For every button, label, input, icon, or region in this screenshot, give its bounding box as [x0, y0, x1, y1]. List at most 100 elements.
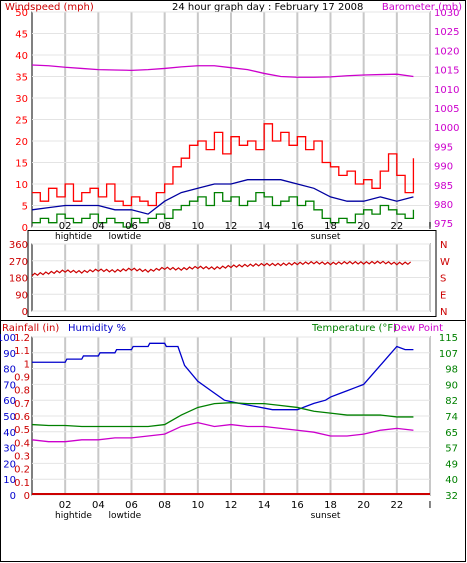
- humidity-tick-90: 90: [3, 349, 16, 360]
- p3-x-tick-08: 08: [158, 500, 171, 511]
- compass-label-0: N: [440, 240, 447, 251]
- humidity-tick-80: 80: [3, 365, 16, 376]
- p3-event-hightide: hightide: [55, 511, 92, 521]
- graph-title: 24 hour graph day : February 17 2008: [172, 2, 363, 13]
- p3-x-tick-I: I: [429, 500, 432, 511]
- rain-tick-0.9: 0.9: [14, 373, 30, 384]
- windspeed-axis-title: Windspeed (mph): [5, 2, 94, 13]
- wind-tick-5: 5: [22, 202, 28, 213]
- chart-layer: 0510152025303540455097598098599099510001…: [0, 8, 466, 521]
- humidity-axis-title: Humidity %: [68, 323, 126, 334]
- temp-tick-32: 32: [445, 491, 458, 502]
- p3-x-tick-16: 16: [291, 500, 304, 511]
- humidity-tick-70: 70: [3, 380, 16, 391]
- rain-tick-0.3: 0.3: [14, 452, 30, 463]
- humidity-tick-100: 100: [0, 333, 16, 344]
- compass-label-4: N: [440, 307, 447, 318]
- dir-tick-180: 180: [9, 274, 28, 285]
- humidity-tick-40: 40: [3, 428, 16, 439]
- baro-tick-1030: 1030: [434, 8, 459, 19]
- barometer-series-line: [31, 64, 414, 78]
- p1-x-tick-14: 14: [258, 221, 271, 232]
- temp-tick-57: 57: [445, 444, 458, 455]
- baro-tick-980: 980: [434, 200, 453, 211]
- baro-tick-1015: 1015: [434, 66, 459, 77]
- dir-tick-90: 90: [15, 290, 28, 301]
- wind-tick-50: 50: [15, 8, 28, 19]
- direction-panel-frame: [27, 230, 437, 317]
- temp-tick-98: 98: [445, 365, 458, 376]
- wind-tick-15: 15: [15, 159, 28, 170]
- p3-x-tick-14: 14: [258, 500, 271, 511]
- temp-tick-107: 107: [439, 349, 458, 360]
- rain-tick-0.6: 0.6: [14, 412, 30, 423]
- p1-x-tick-08: 08: [158, 221, 171, 232]
- rain-tick-1.1: 1.1: [14, 346, 30, 357]
- baro-tick-1020: 1020: [434, 46, 459, 57]
- dewpoint-axis-title: Dew Point: [393, 323, 443, 334]
- dir-tick-0: 0: [22, 307, 28, 318]
- p3-event-sunset: sunset: [311, 511, 341, 521]
- compass-label-3: E: [440, 290, 446, 301]
- low_wind-series-line: [32, 191, 415, 228]
- rain-tick-0.8: 0.8: [14, 386, 30, 397]
- p1-x-tick-22: 22: [390, 221, 403, 232]
- p1-x-tick-06: 06: [125, 221, 138, 232]
- p1-event-lowtide: lowtide: [109, 232, 142, 242]
- rain-tick-0.4: 0.4: [14, 438, 30, 449]
- p1-x-tick-20: 20: [357, 221, 370, 232]
- dir-tick-270: 270: [9, 257, 28, 268]
- temp-tick-65: 65: [445, 428, 458, 439]
- barometer-axis-title: Barometer (mb): [382, 2, 462, 13]
- wind-tick-45: 45: [15, 30, 28, 41]
- humidity-tick-30: 30: [3, 444, 16, 455]
- p1-x-tick-18: 18: [324, 221, 337, 232]
- humidity-tick-20: 20: [3, 459, 16, 470]
- compass-label-1: W: [440, 257, 450, 268]
- p3-x-tick-10: 10: [191, 500, 204, 511]
- baro-tick-990: 990: [434, 162, 453, 173]
- avg_wind-series-line: [31, 179, 414, 215]
- p3-event-lowtide: lowtide: [109, 511, 142, 521]
- humidity-tick-50: 50: [3, 412, 16, 423]
- direction-series-line: [31, 260, 412, 277]
- temp-tick-82: 82: [445, 396, 458, 407]
- temp-tick-74: 74: [445, 412, 458, 423]
- baro-tick-1005: 1005: [434, 104, 459, 115]
- p3-x-tick-04: 04: [92, 500, 105, 511]
- rain-tick-0.1: 0.1: [14, 478, 30, 489]
- p3-x-tick-12: 12: [225, 500, 238, 511]
- humidity-tick-60: 60: [3, 396, 16, 407]
- wind-tick-30: 30: [15, 94, 28, 105]
- temperature-series-line: [31, 402, 414, 428]
- baro-tick-1000: 1000: [434, 123, 459, 134]
- p3-x-tick-22: 22: [390, 500, 403, 511]
- baro-tick-1025: 1025: [434, 27, 459, 38]
- temp-tick-49: 49: [445, 459, 458, 470]
- rain-tick-1: 1: [24, 359, 30, 370]
- p1-event-sunset: sunset: [311, 232, 341, 242]
- p1-event-hightide: hightide: [55, 232, 92, 242]
- temp-tick-90: 90: [445, 380, 458, 391]
- wind-tick-40: 40: [15, 51, 28, 62]
- rain-tick-0.5: 0.5: [14, 425, 30, 436]
- p1-x-tick-16: 16: [291, 221, 304, 232]
- compass-label-2: S: [440, 274, 446, 285]
- p1-x-tick-12: 12: [225, 221, 238, 232]
- gust-series-line: [32, 123, 415, 207]
- humidity-tick-10: 10: [3, 475, 16, 486]
- p3-x-tick-18: 18: [324, 500, 337, 511]
- p1-x-tick-02: 02: [59, 221, 72, 232]
- p1-x-tick-10: 10: [191, 221, 204, 232]
- wind-tick-35: 35: [15, 73, 28, 84]
- rain-tick-1.2: 1.2: [14, 333, 30, 344]
- rain-tick-0.2: 0.2: [14, 465, 30, 476]
- temp-tick-115: 115: [439, 333, 458, 344]
- p3-x-tick-02: 02: [59, 500, 72, 511]
- rain-tick-0.7: 0.7: [14, 399, 30, 410]
- p3-x-tick-20: 20: [357, 500, 370, 511]
- wind-tick-0: 0: [22, 223, 28, 234]
- p1-x-tick-04: 04: [92, 221, 105, 232]
